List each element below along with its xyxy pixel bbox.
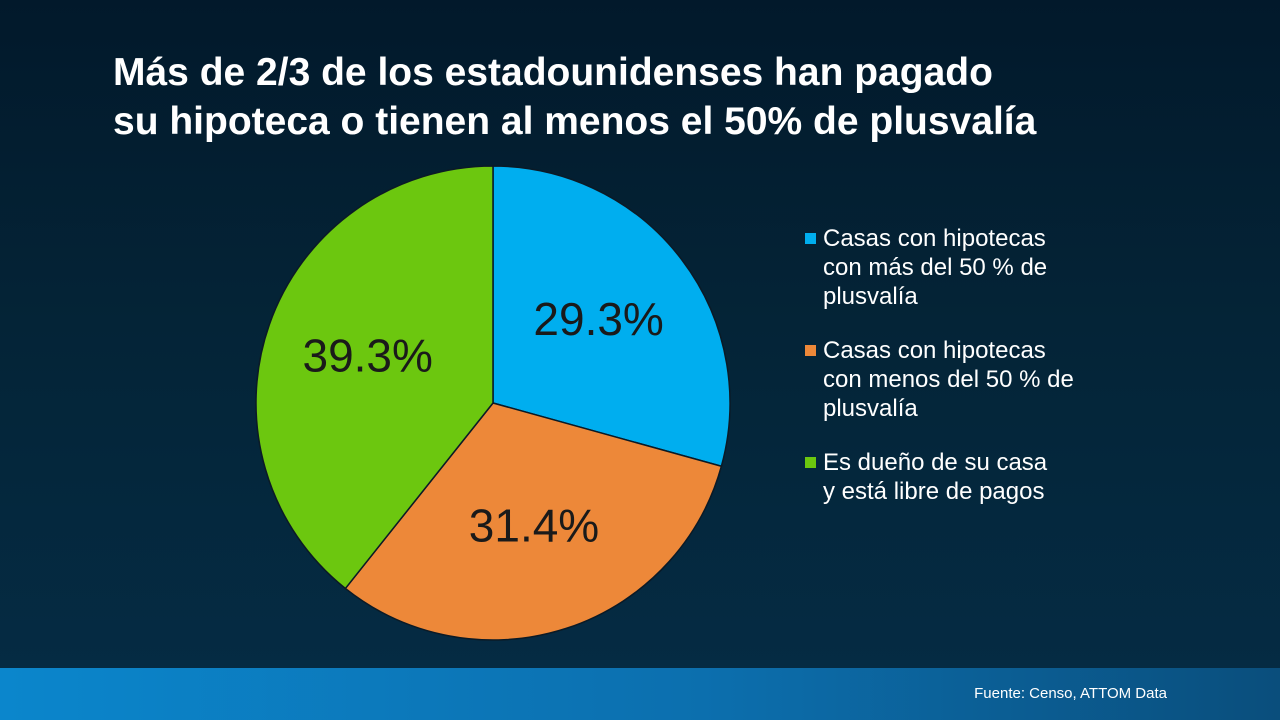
pie-labels: 29.3% 31.4% 39.3% bbox=[302, 293, 663, 552]
pie-slice-low-equity bbox=[344, 402, 723, 641]
title-line-2: su hipoteca o tienen al menos el 50% de … bbox=[113, 100, 1037, 143]
pie-label-low-equity: 31.4% bbox=[469, 499, 599, 551]
legend-swatch bbox=[805, 345, 816, 356]
legend-item-owned-free: Es dueño de su casa y está libre de pago… bbox=[805, 448, 1145, 506]
title-line-1: Más de 2/3 de los estadounidenses han pa… bbox=[113, 51, 993, 94]
legend-swatch bbox=[805, 457, 816, 468]
pie-slice-high-equity bbox=[492, 165, 731, 468]
footer-bar: Fuente: Censo, ATTOM Data bbox=[0, 668, 1280, 720]
pie-label-high-equity: 29.3% bbox=[533, 293, 663, 345]
source-note: Fuente: Censo, ATTOM Data bbox=[974, 685, 1167, 702]
legend-label: Es dueño de su casa y está libre de pago… bbox=[823, 449, 1048, 505]
page-title: Más de 2/3 de los estadounidenses han pa… bbox=[113, 48, 1213, 146]
pie-slices bbox=[255, 165, 731, 641]
legend-item-high-equity: Casas con hipotecas con más del 50 % de … bbox=[805, 224, 1145, 311]
pie-chart: 29.3% 31.4% 39.3% bbox=[255, 165, 731, 641]
legend-item-low-equity: Casas con hipotecas con menos del 50 % d… bbox=[805, 336, 1145, 423]
legend-label: Casas con hipotecas con más del 50 % de … bbox=[823, 225, 1048, 310]
pie-slice-owned-free bbox=[255, 165, 494, 590]
legend-swatch bbox=[805, 233, 816, 244]
chart-legend: Casas con hipotecas con más del 50 % de … bbox=[805, 224, 1145, 531]
legend-label: Casas con hipotecas con menos del 50 % d… bbox=[823, 337, 1074, 422]
pie-label-owned-free: 39.3% bbox=[302, 329, 432, 381]
